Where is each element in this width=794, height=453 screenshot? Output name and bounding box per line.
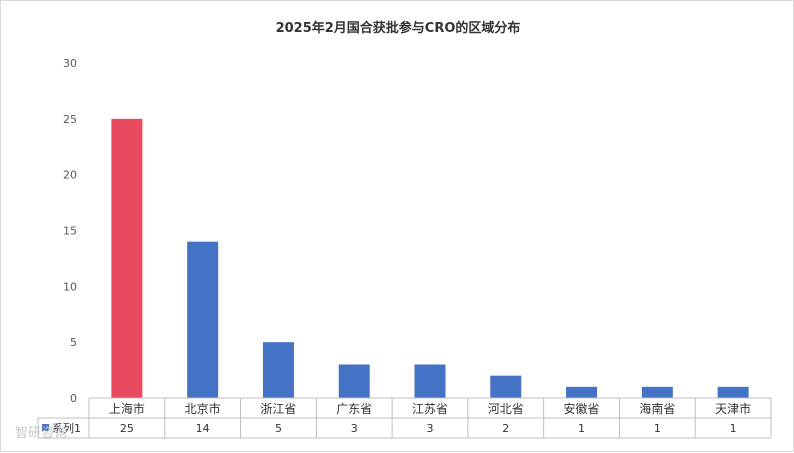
- data-table: 上海市 25 北京市 14 浙江省 5 广东省 3 江苏省 3 河北省 2 安徽省 1 海南省 1 天津市 1 系列…: [37, 397, 772, 439]
- bar: [414, 364, 446, 398]
- category-label: 江苏省: [412, 402, 448, 416]
- bar: [262, 342, 294, 398]
- data-value-label: 14: [196, 422, 210, 435]
- data-value-label: 3: [427, 422, 434, 435]
- category-label: 上海市: [109, 401, 145, 416]
- category-label: 河北省: [488, 402, 524, 416]
- y-tick-label: 30: [63, 57, 77, 70]
- data-value-label: 1: [578, 422, 585, 435]
- bar: [641, 386, 673, 398]
- y-axis: 0 5 10 15 20 25 30: [63, 57, 77, 405]
- legend-key: [42, 424, 49, 431]
- data-value-label: 2: [502, 422, 509, 435]
- bar: [187, 241, 219, 398]
- watermark: 智研咨询: [15, 426, 67, 441]
- data-value-label: 5: [275, 422, 282, 435]
- bar: [717, 386, 749, 398]
- y-tick-label: 5: [70, 336, 77, 349]
- y-tick-label: 25: [63, 113, 77, 126]
- y-tick-label: 20: [63, 169, 77, 182]
- legend-series-name: 系列1: [52, 421, 81, 435]
- y-tick-label: 0: [70, 392, 77, 405]
- category-label: 北京市: [185, 401, 221, 416]
- y-tick-label: 15: [63, 225, 77, 238]
- data-value-label: 1: [730, 422, 737, 435]
- bar: [338, 364, 370, 398]
- data-value-label: 25: [120, 422, 134, 435]
- bars: [111, 118, 749, 398]
- bar: [111, 118, 143, 398]
- chart-title: 2025年2月国合获批参与CRO的区域分布: [276, 20, 521, 36]
- bar: [566, 386, 598, 398]
- bar: [490, 375, 522, 398]
- category-label: 浙江省: [260, 402, 296, 416]
- category-label: 安徽省: [564, 401, 600, 416]
- category-label: 天津市: [715, 401, 751, 416]
- category-label: 海南省: [639, 401, 675, 416]
- data-value-label: 1: [654, 422, 661, 435]
- y-tick-label: 10: [63, 280, 77, 293]
- data-value-label: 3: [351, 422, 358, 435]
- category-label: 广东省: [336, 402, 372, 416]
